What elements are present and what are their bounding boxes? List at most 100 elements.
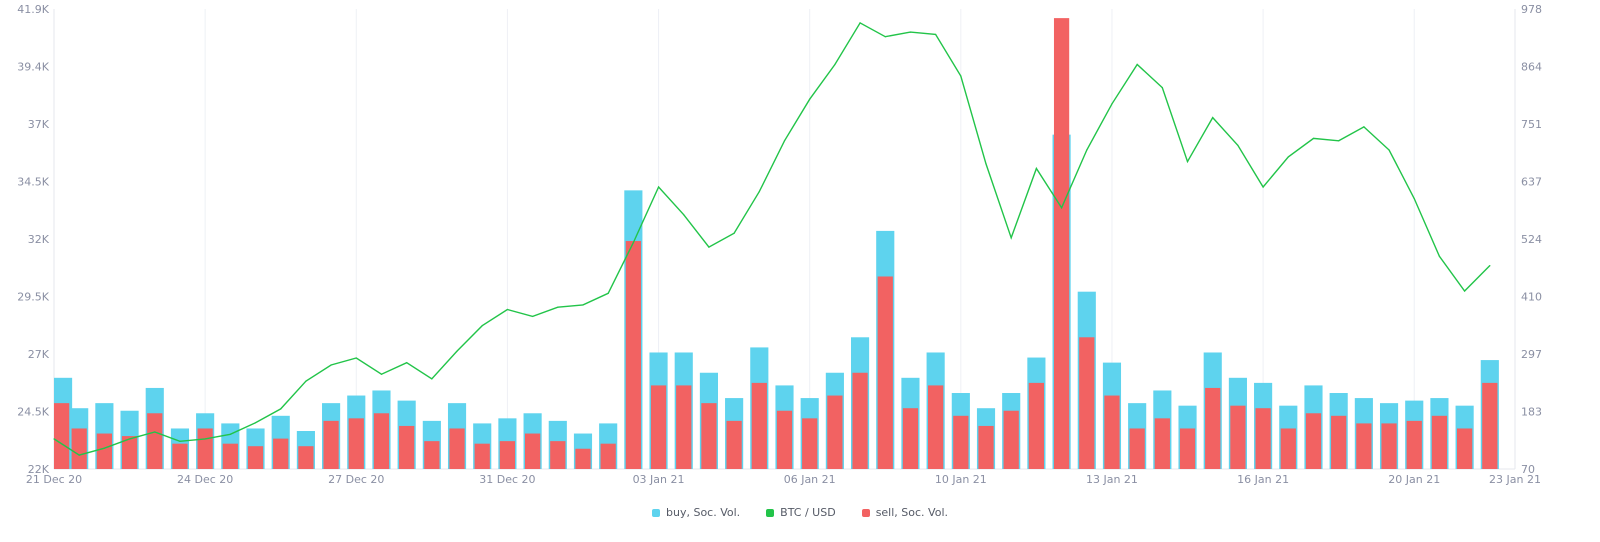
sell-volume-bar[interactable]: [96, 433, 112, 469]
sell-volume-bar[interactable]: [726, 420, 742, 469]
btc-usd-point: [1136, 63, 1138, 66]
sell-volume-bar[interactable]: [121, 436, 138, 469]
right-tick-label: 183: [1521, 406, 1542, 419]
legend-item-buy[interactable]: buy, Soc. Vol.: [652, 506, 740, 519]
right-tick-label: 637: [1521, 176, 1542, 189]
sell-volume-bar[interactable]: [827, 395, 843, 469]
right-tick-label: 751: [1521, 118, 1542, 131]
sell-volume-bar[interactable]: [54, 403, 70, 469]
btc-usd-point: [657, 186, 660, 188]
sell-volume-bar[interactable]: [1482, 382, 1498, 469]
sell-volume-bar[interactable]: [625, 241, 641, 469]
sell-volume-bar[interactable]: [424, 441, 440, 469]
sell-volume-bar[interactable]: [348, 418, 364, 469]
btc-usd-point: [406, 362, 408, 364]
sell-volume-bar[interactable]: [499, 441, 516, 469]
btc-usd-point: [1438, 255, 1441, 257]
sell-volume-bar[interactable]: [524, 433, 541, 469]
left-tick-label: 32K: [28, 233, 50, 246]
btc-usd-point: [960, 75, 962, 77]
sell-volume-bar[interactable]: [399, 425, 415, 469]
btc-usd-point: [179, 440, 181, 442]
sell-volume-bar[interactable]: [172, 443, 188, 469]
sell-volume-bar[interactable]: [273, 438, 289, 469]
right-tick-label: 524: [1521, 233, 1542, 246]
sell-volume-bar[interactable]: [978, 425, 994, 469]
sell-volume-bar[interactable]: [1003, 410, 1019, 469]
btc-usd-point: [154, 431, 156, 433]
btc-usd-point: [783, 140, 786, 142]
sell-volume-bar[interactable]: [902, 408, 919, 469]
btc-usd-point: [1086, 149, 1088, 151]
btc-usd-point: [1312, 137, 1315, 140]
btc-usd-point: [607, 292, 609, 294]
sell-volume-bar[interactable]: [1431, 415, 1448, 469]
btc-usd-point: [557, 306, 559, 308]
sell-volume-bar[interactable]: [1154, 418, 1170, 469]
sell-volume-bar[interactable]: [197, 428, 213, 469]
sell-volume-bar[interactable]: [474, 443, 490, 469]
sell-volume-bar[interactable]: [1079, 337, 1095, 469]
sell-volume-bar[interactable]: [676, 385, 692, 469]
sell-volume-bar[interactable]: [449, 428, 465, 469]
btc-usd-point: [78, 454, 80, 456]
sell-volume-bar[interactable]: [1331, 415, 1347, 469]
sell-volume-bar[interactable]: [298, 446, 314, 469]
x-tick-label: 06 Jan 21: [784, 473, 836, 486]
btc-usd-point: [103, 447, 105, 449]
btc-usd-point: [1287, 156, 1289, 158]
sell-volume-bar[interactable]: [1129, 428, 1145, 469]
sell-volume-bar[interactable]: [575, 448, 591, 469]
sell-volume-bar[interactable]: [852, 372, 868, 469]
sell-volume-bar[interactable]: [600, 443, 616, 469]
btc-usd-point: [128, 438, 131, 440]
sell-volume-bar[interactable]: [650, 385, 667, 469]
sell-volume-bar[interactable]: [928, 385, 944, 469]
sell-volume-bar[interactable]: [1053, 18, 1070, 469]
sell-volume-bar[interactable]: [373, 413, 390, 469]
legend-label-sell: sell, Soc. Vol.: [875, 506, 948, 519]
x-tick-label: 24 Dec 20: [177, 473, 233, 486]
legend-label-buy: buy, Soc. Vol.: [666, 506, 741, 519]
sell-volume-bar[interactable]: [71, 428, 87, 469]
btc-usd-point: [380, 373, 383, 375]
chart-legend: buy, Soc. Vol. BTC / USD sell, Soc. Vol.: [0, 506, 1600, 519]
sell-volume-bar[interactable]: [147, 413, 163, 469]
btc-usd-point: [935, 33, 937, 36]
sell-volume-bar[interactable]: [953, 415, 969, 469]
btc-price-line: [53, 21, 1491, 456]
sell-volume-bar[interactable]: [1230, 405, 1246, 469]
right-axis: 70 183 297 410 524 637 751 864 978: [1521, 3, 1542, 476]
btc-usd-point: [330, 364, 332, 366]
sell-volume-bar[interactable]: [1356, 423, 1372, 469]
sell-volume-bar[interactable]: [247, 446, 264, 469]
sell-volume-bar[interactable]: [1179, 428, 1196, 469]
btc-usd-point: [1186, 160, 1189, 163]
btc-usd-point: [884, 36, 886, 38]
sell-volume-bar[interactable]: [222, 443, 238, 469]
sell-volume-bar[interactable]: [323, 420, 339, 469]
btc-usd-line[interactable]: [53, 21, 1491, 456]
btc-usd-point: [834, 63, 836, 66]
sell-volume-bar[interactable]: [802, 418, 818, 469]
sell-volume-bar[interactable]: [776, 410, 793, 469]
legend-item-sell[interactable]: sell, Soc. Vol.: [861, 506, 948, 519]
btc-usd-point: [1262, 186, 1264, 188]
sell-volume-bar[interactable]: [751, 382, 767, 469]
sell-volume-bar[interactable]: [1280, 428, 1296, 469]
btc-usd-point: [909, 31, 912, 33]
sell-volume-bar[interactable]: [701, 403, 717, 469]
sell-volume-bar[interactable]: [1305, 413, 1322, 469]
sell-volume-bar[interactable]: [1457, 428, 1473, 469]
btc-usd-point: [859, 22, 861, 24]
sell-volume-bar[interactable]: [1104, 395, 1120, 469]
legend-item-btc[interactable]: BTC / USD: [766, 506, 836, 519]
sell-volume-bar[interactable]: [1028, 382, 1045, 469]
sell-volume-bar[interactable]: [1381, 423, 1397, 469]
btc-usd-point: [481, 325, 483, 327]
sell-volume-bar[interactable]: [550, 441, 566, 469]
sell-volume-bar[interactable]: [1205, 387, 1221, 469]
sell-volume-bar[interactable]: [1255, 408, 1271, 469]
sell-volume-bar[interactable]: [877, 276, 893, 469]
sell-volume-bar[interactable]: [1406, 420, 1422, 469]
